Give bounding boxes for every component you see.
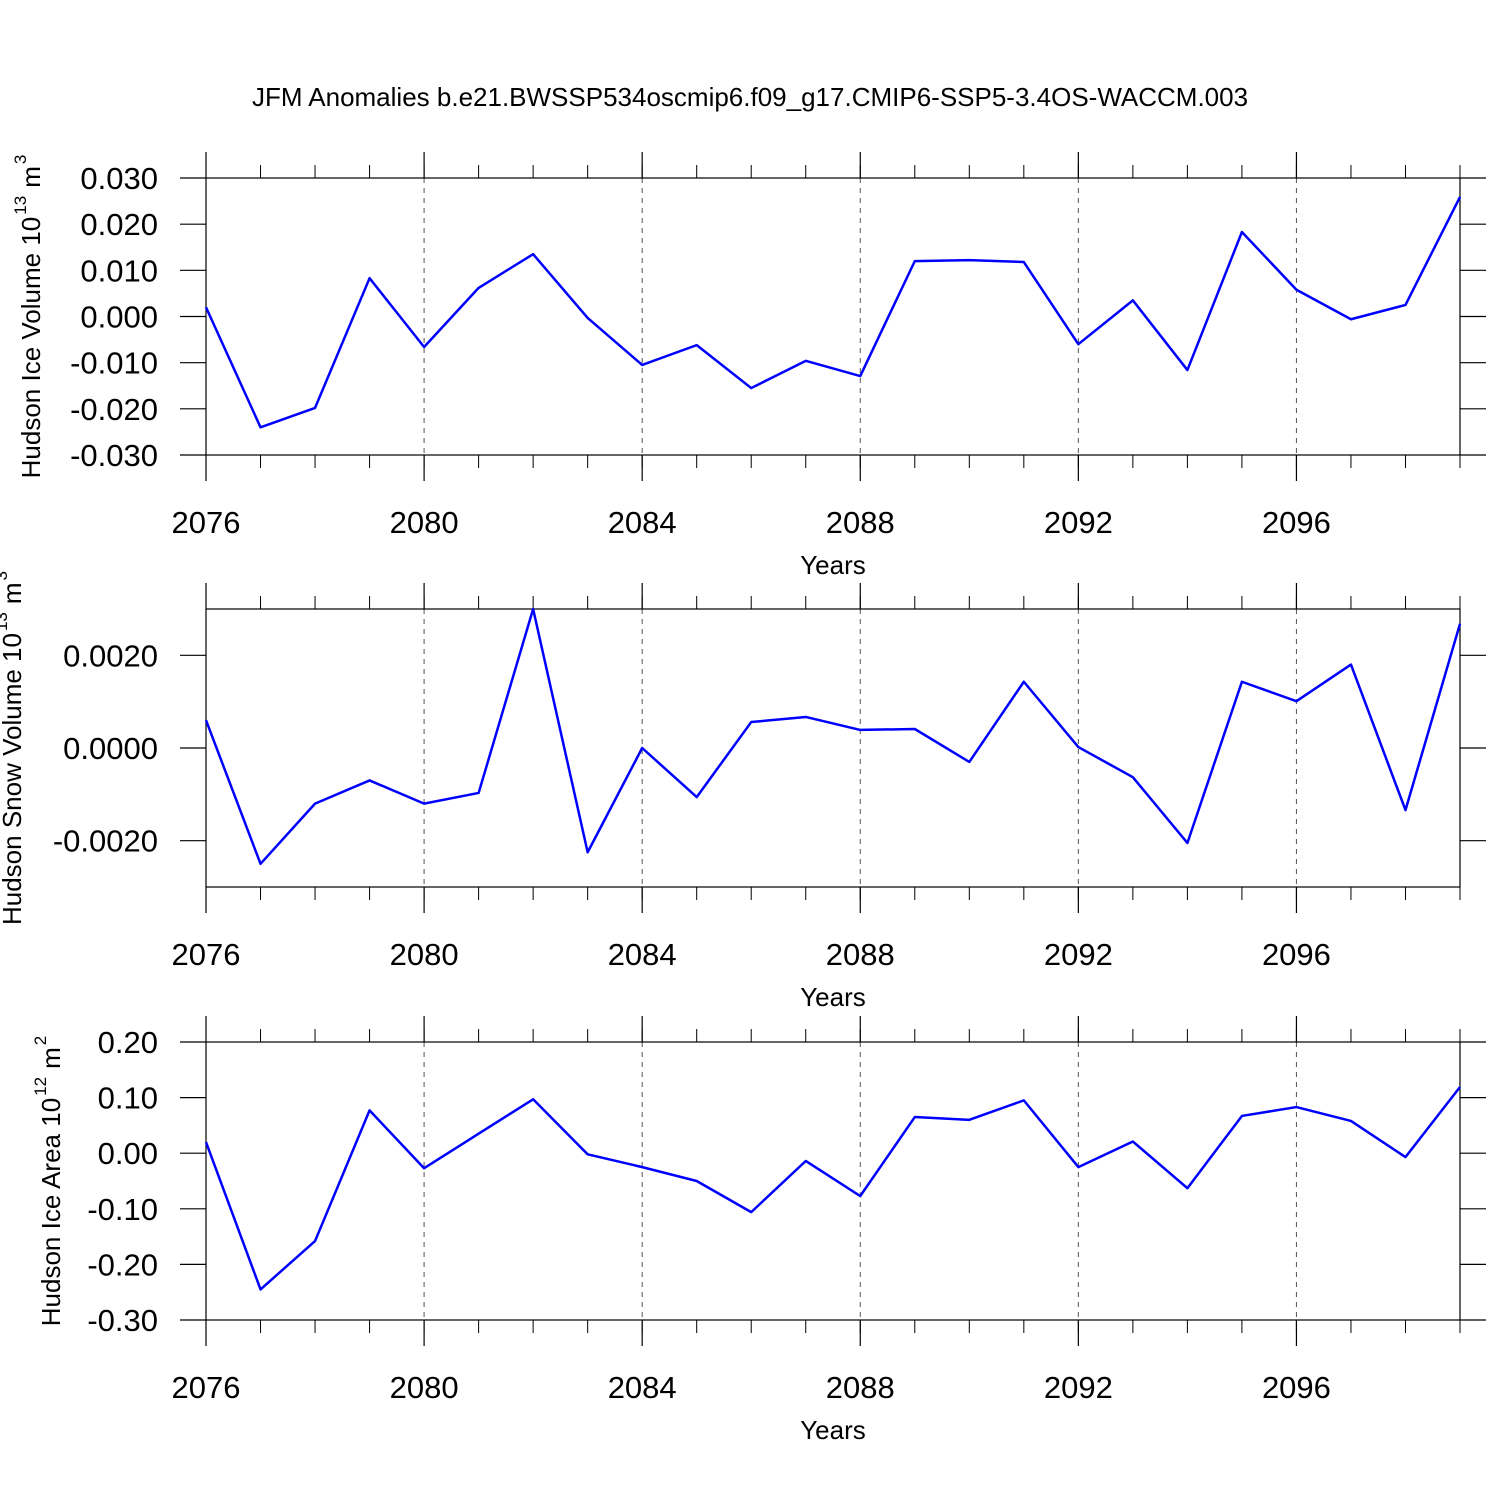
y-axis-label-exponent: 13 (0, 612, 11, 631)
x-tick-label: 2076 (172, 1370, 241, 1405)
y-axis-label-exponent: 3 (11, 155, 30, 164)
x-tick-label: 2092 (1044, 937, 1113, 972)
x-tick-label: 2092 (1044, 505, 1113, 540)
y-tick-label: 0.00 (98, 1136, 158, 1171)
y-tick-label: 0.0020 (63, 638, 158, 673)
y-axis-label-part: Hudson Snow Volume 10 (0, 633, 27, 925)
x-tick-label: 2080 (390, 937, 459, 972)
y-tick-label: -0.30 (87, 1303, 158, 1338)
x-tick-label: 2080 (390, 1370, 459, 1405)
y-tick-label: 0.020 (80, 207, 158, 242)
data-line (204, 1086, 1461, 1291)
y-tick-label: 0.0000 (63, 731, 158, 766)
x-tick-label: 2088 (826, 937, 895, 972)
y-tick-label: -0.0020 (53, 824, 158, 859)
y-tick-label: 0.20 (98, 1025, 158, 1060)
y-axis-label-part: m (0, 582, 27, 604)
y-axis-label-part: m (16, 166, 46, 188)
y-axis-label-part: m (36, 1047, 66, 1069)
x-tick-label: 2088 (826, 1370, 895, 1405)
y-tick-label: 0.010 (80, 253, 158, 288)
y-tick-label: -0.20 (87, 1247, 158, 1282)
y-tick-label: -0.020 (70, 392, 158, 427)
x-tick-label: 2084 (608, 1370, 677, 1405)
y-axis-label-exponent: 13 (11, 196, 30, 215)
y-tick-label: -0.030 (70, 438, 158, 473)
y-axis-label: Hudson Snow Volume 10 13 m 3 (0, 571, 27, 925)
x-tick-label: 2096 (1262, 1370, 1331, 1405)
y-axis-label-part: Hudson Ice Area 10 (36, 1098, 66, 1326)
plot-frame (205, 608, 1461, 888)
x-tick-label: 2076 (172, 937, 241, 972)
x-tick-label: 2096 (1262, 505, 1331, 540)
chart-title: JFM Anomalies b.e21.BWSSP534oscmip6.f09_… (252, 82, 1248, 112)
x-axis-label: Years (800, 982, 866, 1012)
y-tick-label: -0.010 (70, 346, 158, 381)
x-tick-label: 2084 (608, 937, 677, 972)
data-line (204, 607, 1462, 866)
y-tick-label: 0.000 (80, 300, 158, 335)
plot-frame (205, 177, 1461, 456)
x-tick-label: 2076 (172, 505, 241, 540)
x-axis-label: Years (800, 550, 866, 580)
plot-frame (205, 1041, 1461, 1321)
x-tick-label: 2084 (608, 505, 677, 540)
x-tick-label: 2088 (826, 505, 895, 540)
x-axis-label: Years (800, 1415, 866, 1445)
y-axis-label-exponent: 2 (31, 1036, 50, 1045)
x-tick-label: 2096 (1262, 937, 1331, 972)
y-tick-label: 0.030 (80, 161, 158, 196)
y-axis-label: Hudson Ice Area 10 12 m 2 (31, 1036, 65, 1326)
data-line (204, 196, 1462, 429)
y-tick-label: 0.10 (98, 1081, 158, 1116)
x-tick-label: 2092 (1044, 1370, 1113, 1405)
y-axis-label-exponent: 12 (31, 1077, 50, 1096)
y-tick-label: -0.10 (87, 1192, 158, 1227)
y-axis-label-part: Hudson Ice Volume 10 (16, 217, 46, 479)
y-axis-label: Hudson Ice Volume 10 13 m 3 (11, 155, 45, 479)
x-tick-label: 2080 (390, 505, 459, 540)
y-axis-label-exponent: 3 (0, 571, 11, 580)
